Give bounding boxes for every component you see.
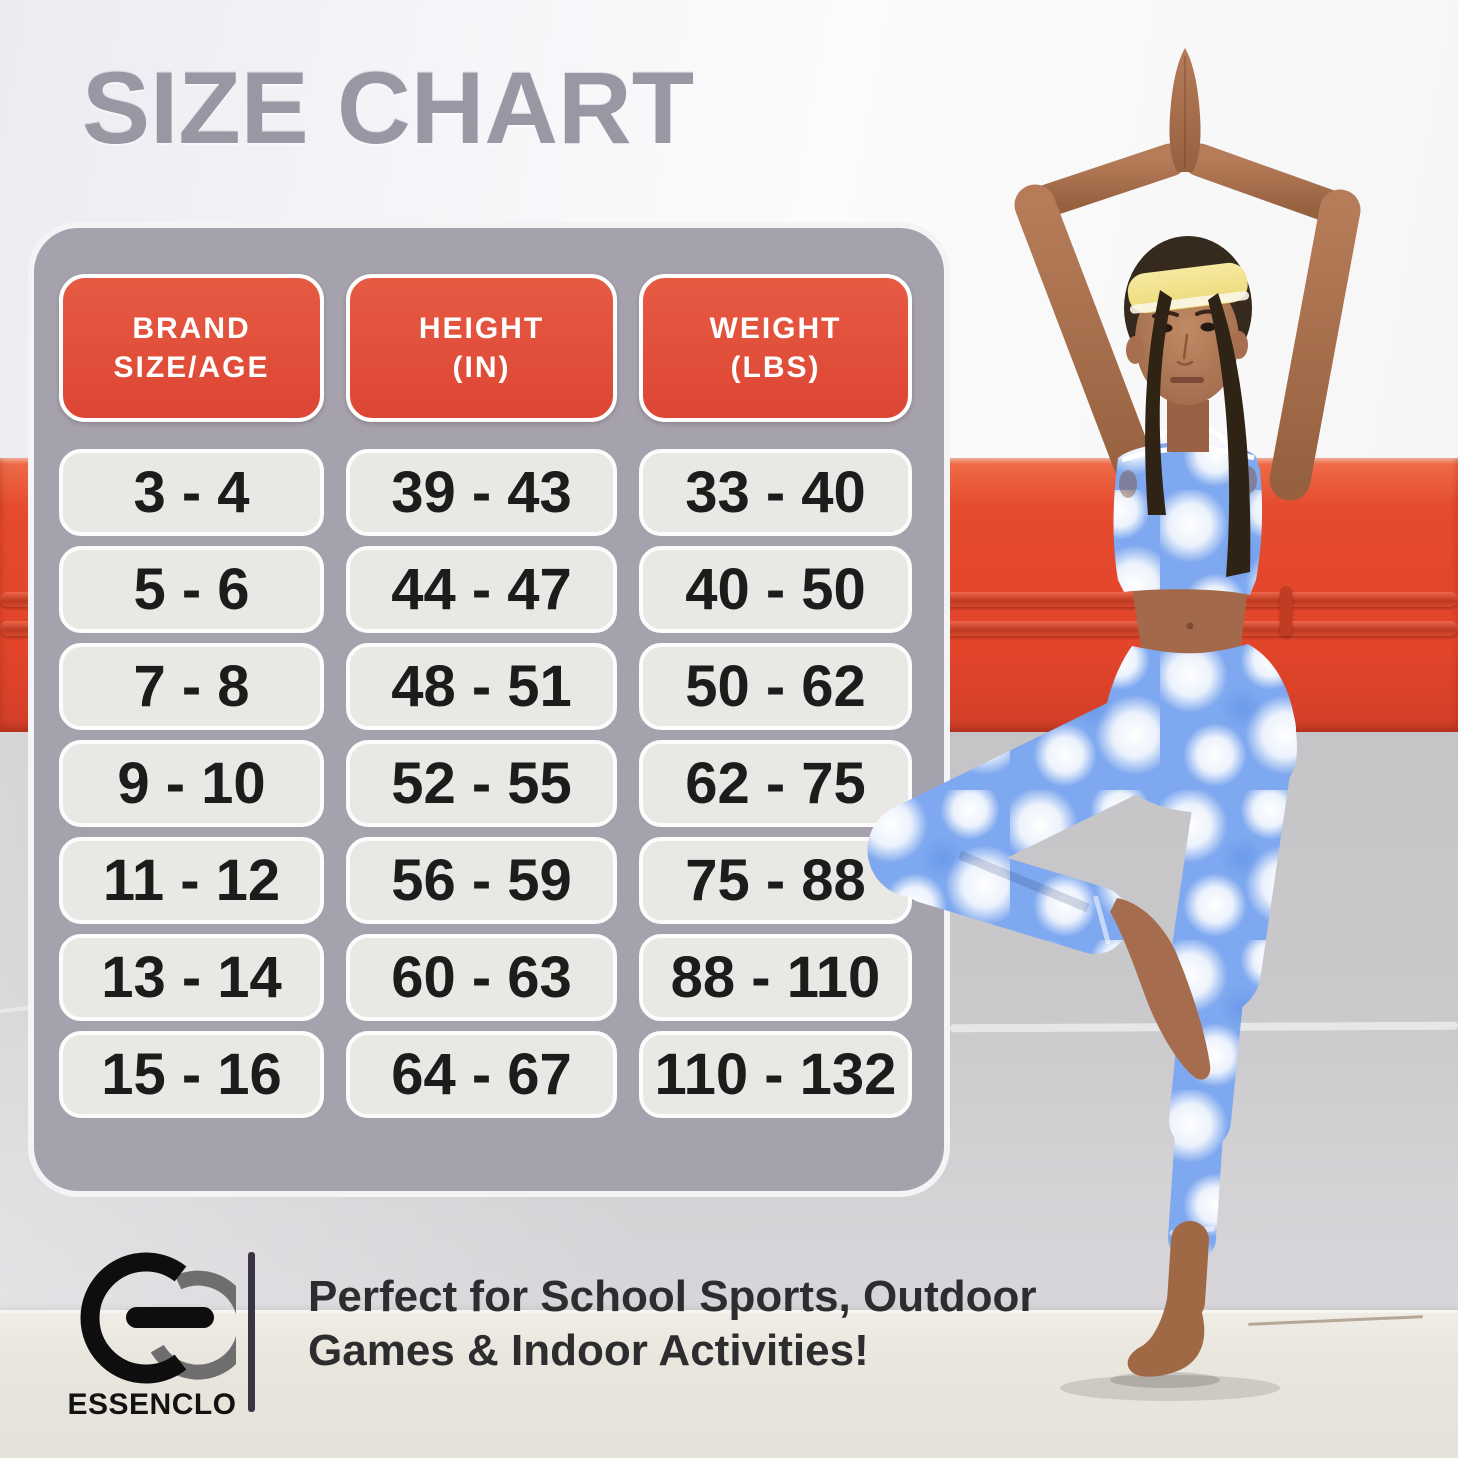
size-cell: 56 - 59 — [346, 837, 617, 924]
column-header-line: (IN) — [452, 351, 511, 384]
size-cell: 5 - 6 — [59, 546, 324, 633]
page-title: SIZE CHART — [82, 51, 694, 165]
column-header-brand-size-age: BRAND SIZE/AGE — [59, 274, 324, 422]
size-cell: 110 - 132 — [639, 1031, 912, 1118]
size-cell: 50 - 62 — [639, 643, 912, 730]
size-cell: 48 - 51 — [346, 643, 617, 730]
size-cell: 13 - 14 — [59, 934, 324, 1021]
size-cell: 75 - 88 — [639, 837, 912, 924]
footer-divider — [248, 1252, 255, 1412]
size-cell: 7 - 8 — [59, 643, 324, 730]
size-cell: 40 - 50 — [639, 546, 912, 633]
column-header-line: WEIGHT — [709, 312, 842, 345]
column-header-line: (LBS) — [730, 351, 821, 384]
brand-name: ESSENCLO — [67, 1388, 237, 1421]
column-header-line: HEIGHT — [418, 312, 545, 345]
size-cell: 88 - 110 — [639, 934, 912, 1021]
tagline-line: Perfect for School Sports, Outdoor — [308, 1272, 1037, 1321]
size-cell: 62 - 75 — [639, 740, 912, 827]
size-cell: 60 - 63 — [346, 934, 617, 1021]
size-chart-panel: BRAND SIZE/AGE HEIGHT (IN) WEIGHT (LBS) … — [28, 222, 950, 1197]
size-cell: 33 - 40 — [639, 449, 912, 536]
tagline-line: Games & Indoor Activities! — [308, 1326, 869, 1375]
yoga-model-photo — [867, 48, 1361, 1401]
size-chart-header-row: BRAND SIZE/AGE HEIGHT (IN) WEIGHT (LBS) — [59, 274, 918, 422]
pipe-clamp — [1280, 586, 1292, 636]
column-header-height-in: HEIGHT (IN) — [346, 274, 617, 422]
size-cell: 11 - 12 — [59, 837, 324, 924]
column-header-line: SIZE/AGE — [113, 351, 270, 384]
floor — [0, 1310, 1458, 1458]
size-cell: 3 - 4 — [59, 449, 324, 536]
essenclo-logo-icon — [80, 1252, 236, 1384]
tagline: Perfect for School Sports, Outdoor Games… — [308, 1270, 1037, 1378]
size-cell: 39 - 43 — [346, 449, 617, 536]
size-cell: 15 - 16 — [59, 1031, 324, 1118]
size-cell: 9 - 10 — [59, 740, 324, 827]
column-header-line: BRAND — [132, 312, 251, 345]
column-header-weight-lbs: WEIGHT (LBS) — [639, 274, 912, 422]
size-chart-body: 3 - 4 39 - 43 33 - 40 5 - 6 44 - 47 40 -… — [59, 449, 918, 1118]
size-cell: 64 - 67 — [346, 1031, 617, 1118]
size-cell: 52 - 55 — [346, 740, 617, 827]
size-cell: 44 - 47 — [346, 546, 617, 633]
